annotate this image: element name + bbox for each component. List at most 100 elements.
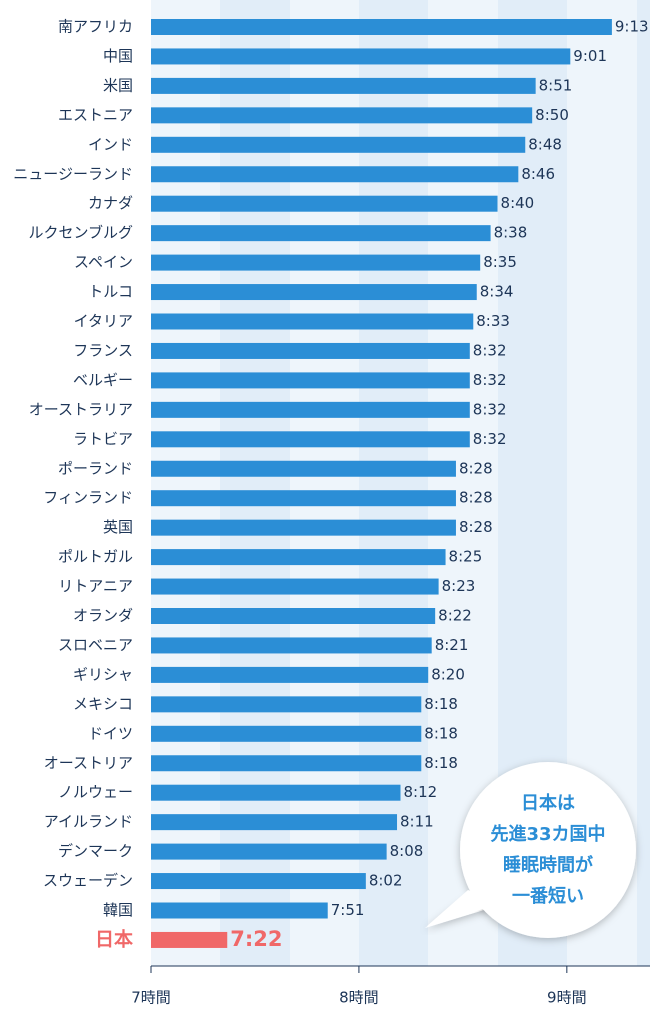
category-label: インド [88,135,133,153]
value-label: 8:28 [459,518,493,536]
category-label: メキシコ [73,695,133,713]
value-label: 8:08 [390,842,424,860]
category-label: 米国 [103,76,133,94]
value-label: 8:18 [424,695,458,713]
bar [151,19,612,35]
bar [151,136,526,153]
bar [151,578,439,595]
value-label: 8:35 [483,253,517,271]
value-label: 7:51 [331,901,365,919]
bar [151,931,228,948]
category-label: 英国 [103,518,133,536]
value-label: 9:01 [573,47,607,65]
category-label: ギリシャ [73,665,133,683]
category-label: エストニア [58,106,133,124]
value-label: 8:23 [442,577,476,595]
value-label: 8:32 [473,430,507,448]
bar [151,48,571,65]
value-label: 7:22 [230,927,282,951]
x-tick-label: 9時間 [547,989,587,1007]
category-label: ドイツ [88,724,133,742]
value-label: 8:46 [521,165,555,183]
category-label: ニュージーランド [13,165,133,183]
bar [151,401,470,418]
value-label: 8:32 [473,341,507,359]
value-label: 8:21 [435,636,469,654]
value-label: 8:50 [535,106,569,124]
bar [151,460,456,477]
value-label: 8:48 [528,135,562,153]
bar [151,873,366,890]
bar [151,225,491,242]
bar [151,77,536,94]
bar [151,166,519,183]
bar [151,372,470,389]
bar [151,107,533,124]
value-label: 8:28 [459,459,493,477]
category-label: スロベニア [58,636,133,654]
value-label: 8:02 [369,872,403,890]
bar [151,696,422,713]
value-label: 8:28 [459,489,493,507]
category-label: オランダ [73,607,133,625]
bar [151,814,398,831]
x-tick-label: 7時間 [131,989,171,1007]
annotation-line: 睡眠時間が [503,854,593,876]
value-label: 8:22 [438,607,472,625]
bar [151,549,446,566]
bar [151,725,422,742]
value-label: 8:18 [424,724,458,742]
bar [151,313,474,330]
category-label: 中国 [103,47,133,65]
category-label: フィンランド [43,489,133,507]
bar [151,843,387,860]
category-label: リトアニア [58,577,133,595]
bar [151,490,456,507]
bar [151,284,477,301]
annotation-line: 一番短い [512,885,584,907]
category-label: デンマーク [58,842,133,860]
category-label: ラトビア [73,430,133,448]
category-label: 韓国 [103,901,133,919]
bars: 南アフリカ 9:13 中国 9:01 米国 8:51 エストニア 8:50 インド 8:48 ニュー… [13,18,648,951]
category-label: イタリア [74,312,133,330]
value-label: 8:40 [501,194,535,212]
value-label: 8:51 [539,76,573,94]
value-label: 8:18 [424,754,458,772]
bar [151,195,498,212]
value-label: 8:34 [480,283,514,301]
category-label: 南アフリカ [58,18,133,36]
category-label: ポルトガル [58,548,133,566]
bar [151,342,470,359]
category-label: ベルギー [73,371,133,389]
category-label: スペイン [74,253,133,271]
bar [151,784,401,801]
background [151,0,650,966]
bar [151,637,432,654]
bar [151,254,481,271]
annotation-line: 先進33カ国中 [490,823,605,845]
value-label: 9:13 [615,18,649,36]
bar [151,902,328,919]
bar [151,431,470,448]
value-label: 8:32 [473,371,507,389]
bar [151,519,456,536]
category-label: トルコ [88,283,133,301]
bar [151,608,436,624]
category-label: 日本 [95,927,133,950]
value-label: 8:11 [400,813,434,831]
category-label: カナダ [88,194,133,212]
value-label: 8:20 [431,665,465,683]
category-label: アイルランド [44,813,133,831]
bar [151,666,429,683]
category-label: ポーランド [58,459,133,477]
x-tick-label: 8時間 [339,989,379,1007]
bar [151,755,422,772]
category-label: ノルウェー [58,783,133,801]
category-label: ルクセンブルグ [28,224,133,242]
category-label: スウェーデン [43,872,133,890]
value-label: 8:25 [449,548,483,566]
speech-bubble [425,762,636,938]
